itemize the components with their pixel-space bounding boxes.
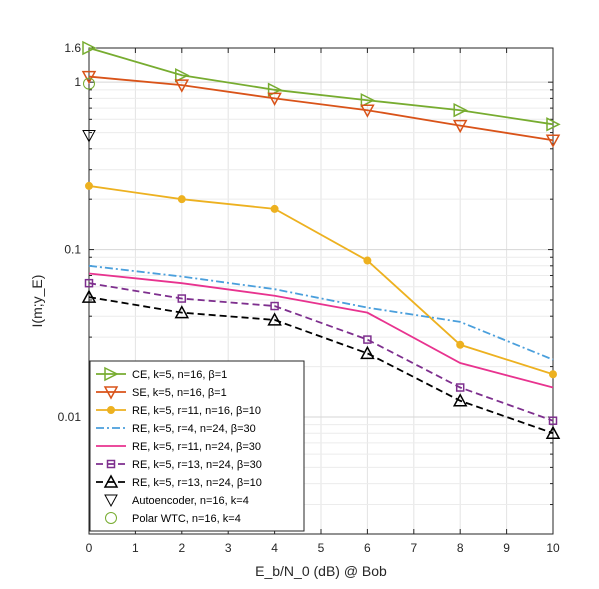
legend-marker	[104, 494, 118, 508]
series-line	[88, 296, 554, 435]
x-tick-label: 10	[546, 541, 560, 555]
data-point	[363, 335, 372, 344]
x-tick-label: 0	[86, 541, 93, 555]
data-point	[360, 93, 376, 108]
series-layer	[81, 40, 561, 439]
y-tick-label: 0.01	[58, 410, 82, 424]
legend-marker	[103, 386, 119, 400]
series-line	[88, 75, 554, 142]
series-6	[81, 289, 561, 439]
data-point	[545, 425, 561, 439]
data-point	[174, 305, 190, 319]
series-line	[88, 272, 554, 389]
x-tick-label: 8	[457, 541, 464, 555]
legend-entry-label: SE, k=5, n=16, β=1	[132, 387, 227, 399]
data-point	[177, 294, 187, 303]
legend-entry-label: CE, k=5, n=16, β=1	[132, 369, 227, 381]
data-point	[549, 370, 557, 379]
y-tick-label: 0.1	[64, 243, 81, 257]
data-point	[456, 340, 465, 349]
data-point	[545, 134, 561, 148]
data-point	[267, 312, 282, 326]
data-point	[177, 195, 186, 204]
axis-ticks: 0 1 2 3 4 5 6 7 8 9 10 0.01 0.1 1 1.6	[58, 41, 560, 555]
series-1	[81, 70, 561, 148]
legend-entry-label: Autoencoder, n=16, k=4	[132, 495, 249, 507]
series-line	[88, 282, 554, 422]
x-tick-label: 6	[364, 541, 371, 555]
legend-marker	[107, 406, 115, 414]
legend-entry-label: RE, k=5, r=13, n=24, β=30	[132, 459, 262, 471]
data-point	[81, 70, 97, 85]
data-point	[85, 181, 93, 190]
data-point	[82, 40, 97, 56]
data-point	[174, 79, 190, 93]
series-5	[84, 278, 558, 425]
legend-marker	[103, 474, 119, 488]
legend-entry-label: RE, k=5, r=11, n=16, β=10	[132, 405, 261, 417]
data-point	[546, 117, 561, 132]
data-point	[360, 345, 375, 360]
data-point	[84, 278, 94, 288]
series-line	[88, 185, 554, 376]
legend-entry-label: RE, k=5, r=4, n=24, β=30	[132, 423, 256, 435]
x-tick-label: 1	[132, 541, 139, 555]
x-tick-label: 3	[225, 541, 232, 555]
y-tick-label: 1.6	[64, 41, 81, 55]
series-0	[82, 40, 561, 132]
x-axis-label: E_b/N_0 (dB) @ Bob	[255, 563, 387, 579]
series-line	[88, 47, 554, 126]
y-axis-label: I(m;y_E)	[29, 275, 45, 328]
data-point	[270, 301, 279, 311]
data-point	[81, 289, 97, 303]
data-point	[548, 416, 558, 425]
series-2	[85, 181, 557, 379]
legend-marker	[105, 512, 117, 524]
series-8	[83, 77, 95, 90]
legend-entry-label: Polar WTC, n=16, k=4	[132, 513, 241, 525]
data-point	[455, 383, 465, 392]
data-point	[452, 393, 468, 407]
legend-box	[89, 360, 305, 532]
x-tick-label: 5	[318, 541, 325, 555]
x-tick-label: 4	[271, 541, 278, 555]
data-point	[363, 256, 372, 265]
data-point	[452, 119, 468, 134]
legend-entry-label: RE, k=5, r=13, n=24, β=10	[132, 477, 262, 489]
data-point	[360, 104, 375, 118]
legend: CE, k=5, n=16, β=1 SE, k=5, n=16, β=1 RE, …	[89, 360, 305, 532]
data-point	[270, 204, 279, 213]
y-tick-label: 1	[74, 75, 81, 89]
data-point	[83, 77, 95, 90]
x-tick-label: 2	[178, 541, 185, 555]
legend-entry-label: RE, k=5, r=11, n=24, β=30	[132, 441, 261, 453]
legend-marker	[106, 459, 116, 469]
data-point	[453, 102, 468, 118]
x-tick-label: 9	[503, 541, 510, 555]
legend-marker	[104, 366, 119, 382]
data-point	[82, 130, 96, 143]
x-tick-label: 7	[410, 541, 417, 555]
series-7	[82, 130, 96, 143]
series-4	[88, 272, 554, 389]
data-point	[175, 68, 190, 83]
data-point	[267, 92, 282, 106]
